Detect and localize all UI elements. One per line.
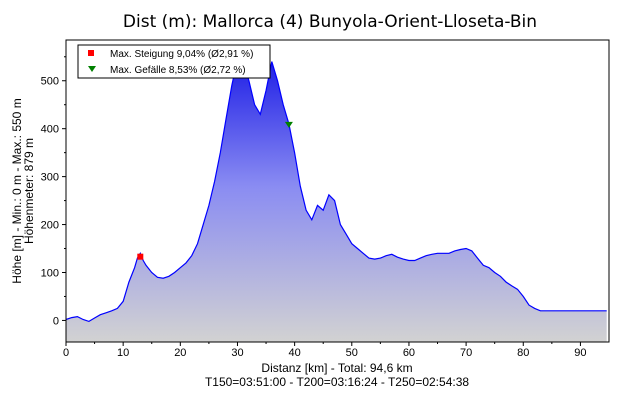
y-tick-label: 300 (41, 172, 59, 184)
max-descent-marker (284, 121, 293, 128)
legend-box (77, 44, 271, 79)
y-tick-label: 0 (53, 315, 59, 327)
y-axis-sublabel: Höhenmeter: 879 m (22, 138, 36, 244)
y-axis-label: Höhe [m] - Min.: 0 m - Max.: 550 m (10, 98, 24, 283)
y-tick-label: 500 (41, 76, 59, 88)
x-tick-label: 70 (460, 347, 472, 359)
x-axis-sublabel: T150=03:51:00 - T200=03:16:24 - T250=02:… (205, 375, 469, 389)
elevation-line (65, 58, 607, 323)
axis-ticks: 0 10 20 30 40 50 60 70 80 90 0 100 200 300 400 500 (41, 56, 587, 359)
plot-frame (65, 39, 610, 343)
y-tick-label: 200 (41, 220, 59, 232)
elevation-area (66, 59, 607, 342)
legend-max-descent-label: Max. Gefälle 8,53% (Ø2,72 %) (110, 65, 246, 76)
x-tick-label: 50 (346, 347, 358, 359)
x-tick-label: 20 (174, 347, 186, 359)
legend-red-square-icon (88, 50, 94, 56)
x-tick-label: 0 (63, 347, 69, 359)
legend: Max. Steigung 9,04% (Ø2,91 %) Max. Gefäl… (77, 44, 271, 79)
legend-max-climb-label: Max. Steigung 9,04% (Ø2,91 %) (110, 49, 253, 60)
legend-green-triangle-icon (88, 66, 96, 72)
y-tick-label: 400 (41, 124, 59, 136)
x-tick-label: 40 (289, 347, 301, 359)
x-tick-label: 10 (117, 347, 129, 359)
x-tick-label: 80 (517, 347, 529, 359)
x-tick-label: 30 (231, 347, 243, 359)
y-tick-label: 100 (41, 267, 59, 279)
x-axis-label: Distanz [km] - Total: 94,6 km (261, 361, 412, 375)
x-tick-label: 90 (574, 347, 586, 359)
max-climb-marker (137, 253, 144, 260)
plot-area (65, 58, 607, 342)
x-tick-label: 60 (403, 347, 415, 359)
chart-title: Dist (m): Mallorca (4) Bunyola-Orient-Ll… (123, 12, 537, 32)
